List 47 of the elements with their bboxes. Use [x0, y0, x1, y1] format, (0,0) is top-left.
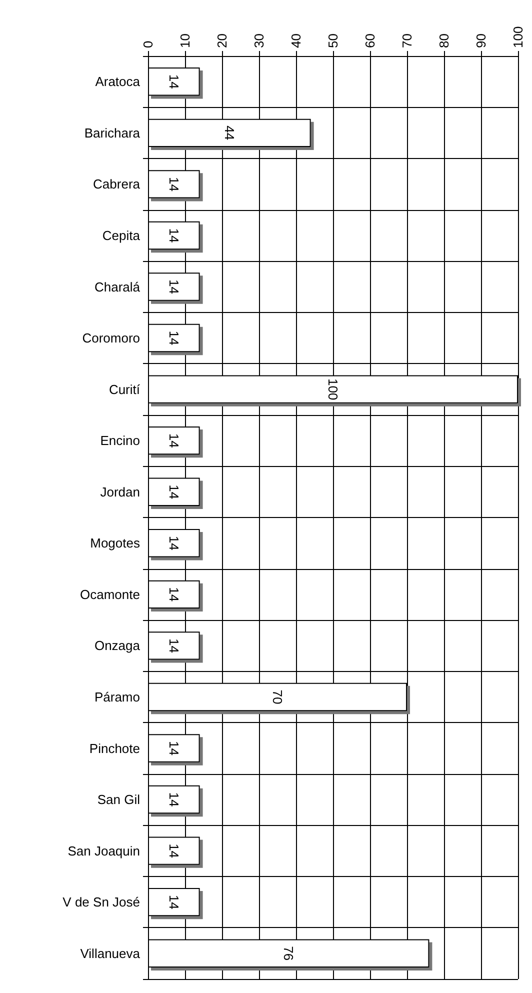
y-tick-label: Pinchote: [89, 740, 140, 756]
y-tick-label: Curití: [108, 382, 140, 397]
data-label: 14: [166, 228, 182, 243]
data-label: 70: [270, 690, 285, 704]
x-tick-label: 40: [288, 34, 304, 48]
x-tick-label: 30: [252, 34, 266, 48]
y-tick-label: Jordan: [100, 484, 140, 500]
x-tick-label: 100: [510, 26, 526, 48]
data-label: 14: [166, 176, 182, 192]
data-label: 76: [281, 946, 296, 961]
y-tick-label: Encino: [100, 433, 140, 448]
x-tick-label: 80: [436, 34, 452, 48]
y-tick-label: V de Sn José: [62, 894, 140, 910]
x-tick-label: 20: [214, 34, 230, 48]
y-tick-label: Onzaga: [94, 638, 141, 654]
data-label: 100: [326, 378, 340, 400]
y-tick-label: San Joaquin: [68, 843, 140, 858]
y-tick-label: Cabrera: [93, 176, 141, 192]
data-label: 14: [166, 280, 182, 294]
data-label: 14: [166, 587, 182, 602]
data-label: 44: [222, 126, 237, 140]
data-label: 14: [166, 74, 182, 89]
y-tick-label: Villanueva: [80, 946, 141, 961]
x-tick-label: 10: [178, 34, 192, 48]
y-tick-label: Barichara: [84, 125, 141, 140]
data-label: 14: [166, 844, 182, 858]
x-tick-label: 50: [326, 34, 340, 48]
x-tick-label: 90: [474, 34, 488, 48]
data-label: 14: [166, 741, 182, 756]
y-tick-label: Aratoca: [95, 74, 141, 90]
y-tick-label: Mogotes: [90, 536, 140, 551]
x-tick-label: 70: [400, 34, 414, 48]
y-tick-label: San Gil: [97, 792, 140, 808]
y-tick-label: Ocamonte: [80, 586, 140, 602]
x-tick-label: 60: [362, 34, 378, 48]
y-tick-label: Páramo: [94, 689, 140, 704]
data-label: 14: [166, 638, 182, 653]
y-tick-label: Coromoro: [82, 330, 140, 346]
y-tick-label: Cepita: [102, 228, 141, 243]
data-label: 14: [166, 536, 182, 550]
x-tick-label: 0: [140, 40, 156, 48]
y-tick-label: Charalá: [94, 279, 141, 294]
data-label: 14: [166, 484, 182, 500]
data-label: 14: [166, 792, 182, 807]
data-label: 14: [166, 330, 182, 346]
data-label: 14: [166, 894, 182, 910]
data-label: 14: [166, 433, 182, 448]
